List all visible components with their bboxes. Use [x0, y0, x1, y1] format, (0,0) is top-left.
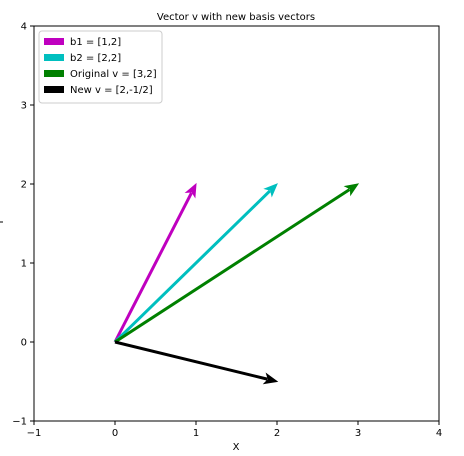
vector-shaft — [114, 188, 351, 344]
legend-entry: b2 = [2,2] — [70, 53, 121, 64]
y-tick-label: 2 — [21, 180, 27, 191]
x-tick-label: 1 — [193, 428, 199, 439]
y-tick-label: −1 — [12, 417, 27, 428]
x-tick-label: −1 — [27, 428, 42, 439]
chart-title: Vector v with new basis vectors — [157, 12, 315, 23]
vector-shaft — [113, 189, 271, 344]
legend-entry: b1 = [1,2] — [70, 37, 121, 48]
vector-arrow-2 — [113, 183, 278, 344]
x-axis-label: X — [233, 442, 240, 453]
vector-arrowhead — [184, 182, 197, 199]
legend-swatch — [44, 86, 64, 93]
vector-arrow-4 — [114, 340, 279, 385]
x-tick-label: 4 — [436, 428, 442, 439]
y-tick-label: 1 — [21, 259, 27, 270]
y-axis-label: Y — [0, 218, 6, 226]
x-tick-label: 3 — [355, 428, 361, 439]
vector-arrowhead — [262, 372, 279, 385]
legend-entry: Original v = [3,2] — [70, 69, 157, 80]
legend-entry: New v = [2,-1/2] — [70, 85, 153, 96]
y-tick-label: 3 — [21, 101, 27, 112]
vector-arrowhead — [263, 183, 278, 198]
x-tick-label: 0 — [112, 428, 118, 439]
vector-arrow-1 — [113, 182, 197, 343]
vector-arrowhead — [343, 183, 360, 197]
vector-shaft — [113, 192, 193, 343]
legend-swatch — [44, 70, 64, 77]
vector-shaft — [114, 340, 268, 381]
x-tick-label: 2 — [274, 428, 280, 439]
plot-frame — [33, 25, 440, 422]
legend: b1 = [1,2] b2 = [2,2] Original v = [3,2] Ne… — [38, 30, 163, 104]
plot-area: −1 0 1 2 3 4 −1 0 1 2 3 4 — [12, 22, 442, 440]
vector-arrow-3 — [114, 183, 360, 344]
y-tick-label: 4 — [21, 22, 27, 33]
legend-swatch — [44, 54, 64, 61]
y-tick-label: 0 — [21, 338, 27, 349]
legend-swatch — [44, 38, 64, 45]
legend-box — [38, 30, 163, 104]
